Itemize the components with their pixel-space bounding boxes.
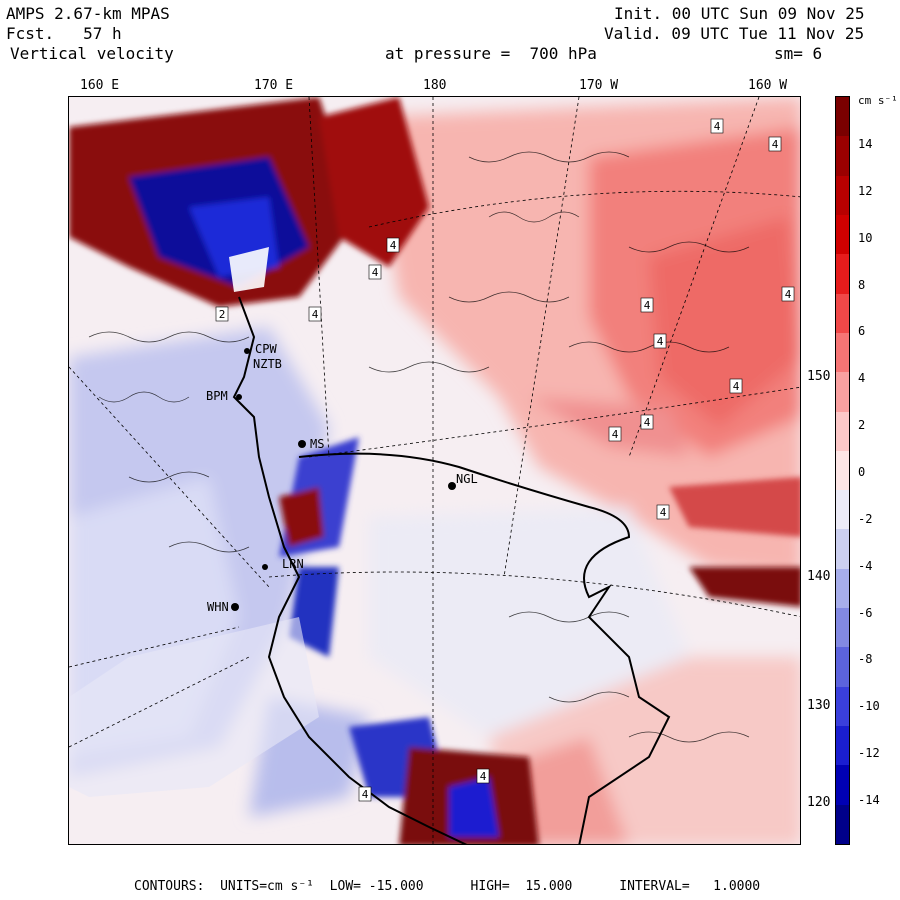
- colorbar-swatch: [836, 293, 849, 334]
- colorbar-swatch: [836, 765, 849, 806]
- colorbar-tick-label: 10: [858, 230, 873, 245]
- colorbar-swatch: [836, 804, 849, 845]
- colorbar-swatch: [836, 372, 849, 413]
- contour-label: 4: [729, 378, 743, 394]
- colorbar-tick-label: -14: [858, 793, 880, 807]
- colorbar-swatch: [836, 411, 849, 452]
- contour-label: 4: [386, 237, 400, 253]
- colorbar-tick-label: 6: [858, 324, 866, 339]
- contour-label: 4: [308, 306, 322, 322]
- colorbar-tick-label: -6: [858, 605, 873, 620]
- colorbar-swatch: [836, 490, 849, 530]
- lon-label: 170 W: [579, 78, 619, 93]
- colorbar-swatch: [836, 686, 849, 727]
- colorbar-tick-label: 0: [858, 465, 866, 479]
- colorbar-tick-label: 2: [858, 418, 866, 433]
- svg-text:4: 4: [772, 138, 779, 151]
- station-label: NZTB: [253, 357, 282, 371]
- colorbar-tick-label: 4: [858, 371, 866, 386]
- svg-text:4: 4: [733, 380, 740, 393]
- model-title: AMPS 2.67-km MPAS: [6, 4, 170, 23]
- contour-label: 4: [368, 264, 382, 280]
- lon-label: 160 W: [748, 78, 788, 93]
- contour-label: 4: [640, 414, 654, 430]
- lon-label: 170 E: [254, 78, 294, 93]
- contour-label: 4: [710, 118, 724, 134]
- station-label: WHN: [207, 600, 229, 614]
- svg-text:4: 4: [657, 335, 664, 348]
- colorbar-swatch: [836, 726, 849, 766]
- contour-label: 4: [608, 426, 622, 442]
- svg-text:4: 4: [644, 299, 651, 312]
- contour-info: CONTOURS: UNITS=cm s⁻¹ LOW= -15.000 HIGH…: [134, 879, 761, 894]
- svg-text:4: 4: [362, 788, 369, 801]
- colorbar-swatch: [836, 529, 849, 570]
- svg-text:4: 4: [714, 120, 721, 133]
- colorbar-tick-label: 8: [858, 277, 866, 292]
- svg-text:2: 2: [219, 308, 226, 321]
- colorbar-swatch: [836, 608, 849, 648]
- contour-label: 4: [781, 286, 795, 302]
- station-label: LRN: [282, 557, 304, 571]
- colorbar-swatch: [836, 97, 849, 137]
- svg-text:4: 4: [480, 770, 487, 783]
- colorbar-unit: cm s⁻¹: [858, 94, 898, 107]
- contour-label: 4: [640, 297, 654, 313]
- colorbar-swatch: [836, 647, 849, 688]
- colorbar-swatch: [836, 568, 849, 609]
- station-label: BPM: [206, 389, 228, 403]
- colorbar-tick-label: -4: [858, 558, 873, 573]
- colorbar: [835, 96, 850, 845]
- contour-label: 4: [358, 786, 372, 802]
- svg-text:4: 4: [785, 288, 792, 301]
- map-panel: 4 4 4 4 4 4 4: [68, 96, 801, 845]
- colorbar-swatch: [836, 450, 849, 491]
- contour-label: 2: [215, 306, 229, 322]
- station-label: MS: [310, 437, 325, 451]
- colorbar-tick-label: 14: [858, 137, 873, 151]
- colorbar-tick-label: 12: [858, 183, 873, 198]
- colorbar-tick-label: -8: [858, 652, 873, 667]
- smoothing: sm= 6: [774, 44, 823, 63]
- colorbar-tick-label: -2: [858, 511, 873, 526]
- valid-time: Valid. 09 UTC Tue 11 Nov 25: [604, 24, 865, 43]
- pressure-level: at pressure = 700 hPa: [385, 44, 597, 63]
- colorbar-swatch: [836, 175, 849, 216]
- vertical-velocity-field: 4 4 4 4 4 4 4: [69, 97, 800, 844]
- contour-label: 4: [653, 333, 667, 349]
- contour-label: 4: [656, 504, 670, 520]
- svg-text:4: 4: [660, 506, 667, 519]
- lon-label: 180: [423, 78, 447, 93]
- colorbar-swatch: [836, 136, 849, 177]
- contour-label: 4: [768, 136, 782, 152]
- lon-label: 160 E: [80, 78, 120, 93]
- svg-text:4: 4: [612, 428, 619, 441]
- colorbar-swatch: [836, 332, 849, 373]
- svg-text:4: 4: [372, 266, 379, 279]
- colorbar-swatch: [836, 214, 849, 255]
- svg-text:4: 4: [390, 239, 397, 252]
- forecast-hour: Fcst. 57 h: [6, 24, 122, 43]
- variable-name: Vertical velocity: [10, 44, 174, 63]
- svg-text:4: 4: [644, 416, 651, 429]
- station-label: CPW: [255, 342, 277, 356]
- svg-text:4: 4: [312, 308, 319, 321]
- colorbar-swatch: [836, 254, 849, 295]
- station-label: NGL: [456, 472, 478, 486]
- colorbar-tick-label: -10: [858, 699, 880, 714]
- colorbar-tick-label: -12: [858, 746, 880, 761]
- contour-label: 4: [476, 768, 490, 784]
- init-time: Init. 00 UTC Sun 09 Nov 25: [614, 4, 865, 23]
